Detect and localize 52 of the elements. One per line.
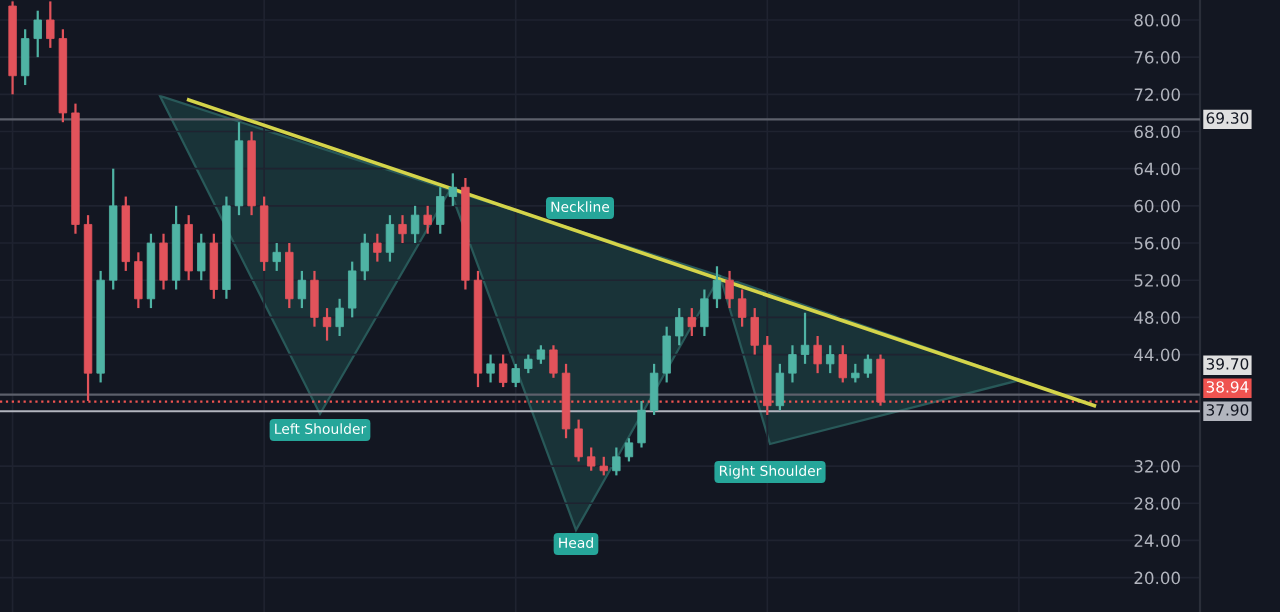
candlestick xyxy=(813,334,822,375)
y-tick-label: 20.00 xyxy=(1134,571,1180,585)
candlestick xyxy=(775,362,785,412)
candlestick xyxy=(335,297,344,338)
candlestick xyxy=(574,418,583,463)
y-tick-label: 76.00 xyxy=(1134,51,1180,64)
candlestick xyxy=(498,353,508,389)
candlestick xyxy=(285,241,294,310)
y-tick-label: 68.00 xyxy=(1134,125,1180,139)
candlestick xyxy=(851,362,860,384)
y-tick-label: 32.00 xyxy=(1134,460,1180,473)
candlestick xyxy=(423,204,432,235)
candlestick xyxy=(788,344,797,384)
candlestick xyxy=(612,446,621,477)
y-tick-label: 72.00 xyxy=(1134,88,1180,101)
y-tick-label: 80.00 xyxy=(1134,13,1180,27)
y-tick-label: 52.00 xyxy=(1134,274,1180,287)
candlestick xyxy=(863,353,873,379)
candlestick xyxy=(725,269,734,310)
y-tick-label: 60.00 xyxy=(1134,199,1180,213)
candlestick xyxy=(209,232,219,300)
candlestick xyxy=(134,251,143,310)
y-tick-label: 48.00 xyxy=(1134,311,1180,324)
candlestick xyxy=(385,214,395,263)
y-tick-label: 28.00 xyxy=(1134,497,1180,510)
candlestick xyxy=(410,204,420,245)
candlestick xyxy=(549,344,558,379)
candlestick xyxy=(159,232,168,291)
candlestick xyxy=(826,344,835,375)
y-tick-label: 44.00 xyxy=(1134,348,1180,362)
candlestick xyxy=(687,306,697,338)
candlestick xyxy=(297,269,307,310)
candlestick xyxy=(675,306,684,347)
candlestick xyxy=(712,265,722,310)
y-tick-label: 64.00 xyxy=(1134,162,1180,176)
candlestick xyxy=(322,306,332,342)
candlestick xyxy=(310,269,319,328)
candlestick xyxy=(624,437,634,463)
candlestick xyxy=(272,241,281,273)
candlestick xyxy=(511,362,520,389)
candlestick xyxy=(486,353,495,384)
candlestick xyxy=(637,399,646,449)
candlestick xyxy=(184,214,193,282)
y-tick-label: 24.00 xyxy=(1134,534,1180,548)
candlestick xyxy=(197,232,206,282)
candlestick xyxy=(800,311,810,365)
candlestick xyxy=(373,232,382,263)
candlestick xyxy=(398,214,407,245)
candlestick xyxy=(700,288,709,338)
candlestick xyxy=(838,344,847,384)
candlestick xyxy=(876,353,885,407)
y-tick-label: 56.00 xyxy=(1134,237,1180,250)
